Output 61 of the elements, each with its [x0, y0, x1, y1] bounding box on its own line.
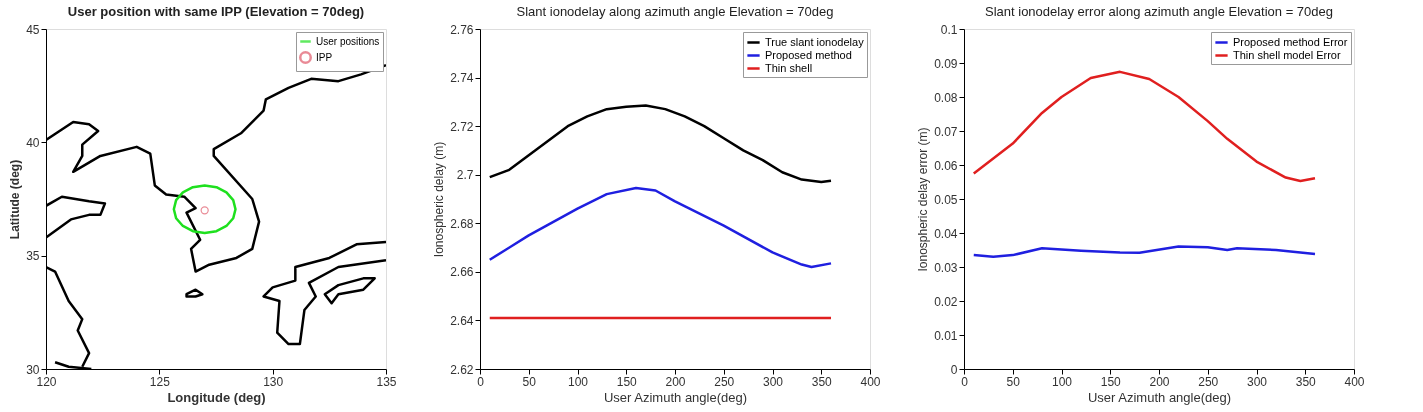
legend-label: True slant ionodelay: [765, 35, 865, 48]
y-tick-label: 0.06: [934, 158, 958, 173]
x-tick-label: 400: [860, 374, 881, 389]
x-tick-label: 120: [36, 374, 57, 389]
x-tick-label: 150: [1100, 374, 1122, 389]
x-tick-label: 250: [714, 374, 735, 389]
y-tick-label: 2.76: [450, 22, 474, 37]
chart-title: User position with same IPP (Elevation = 70deg): [67, 4, 365, 19]
y-tick-label: 2.7: [456, 168, 474, 183]
x-axis-title: User Azimuth angle(deg): [1087, 389, 1232, 405]
y-tick-label: 0.1: [940, 22, 958, 37]
x-tick-label: 350: [811, 374, 833, 389]
x-tick-label: 100: [1051, 374, 1073, 389]
y-tick-label: 0.02: [934, 294, 958, 309]
x-tick-label: 250: [1198, 374, 1219, 389]
chart-title: Slant ionodelay error along azimuth angle Elevation = 70deg: [985, 4, 1333, 19]
x-tick-label: 300: [762, 374, 784, 389]
x-axis-title: User Azimuth angle(deg): [603, 389, 748, 405]
legend-label: IPP: [316, 51, 333, 63]
y-axis-title: Ionospheric delay (m): [432, 141, 447, 258]
y-tick-label: 0.04: [934, 226, 958, 241]
y-axis-title: Latitude (deg): [8, 159, 23, 240]
y-tick-label: 0.08: [934, 90, 958, 105]
y-axis-title: Ionospheric delay error (m): [916, 127, 931, 272]
x-axis-title: Longitude (deg): [167, 389, 266, 405]
x-tick-label: 200: [1149, 374, 1170, 389]
x-tick-label: 400: [1344, 374, 1365, 389]
y-tick-label: 2.68: [450, 216, 474, 231]
x-tick-label: 50: [522, 374, 537, 389]
y-tick-label: 0.07: [934, 124, 958, 139]
x-tick-label: 125: [149, 374, 171, 389]
x-tick-label: 200: [665, 374, 686, 389]
y-tick-label: 2.66: [450, 265, 474, 280]
x-tick-label: 135: [376, 374, 397, 389]
y-tick-label: 2.64: [450, 313, 474, 328]
x-tick-label: 130: [263, 374, 284, 389]
legend-label: Thin shell: [765, 61, 813, 74]
y-tick-label: 0.05: [934, 192, 958, 207]
legend-label: Thin shell model Error: [1233, 48, 1341, 61]
y-tick-label: 35: [26, 249, 40, 264]
y-tick-label: 2.62: [450, 362, 474, 377]
legend-label: User positions: [316, 35, 380, 47]
y-tick-label: 45: [26, 22, 40, 37]
y-tick-label: 30: [26, 362, 40, 377]
x-tick-label: 0: [961, 374, 969, 389]
y-tick-label: 0.09: [934, 56, 958, 71]
x-tick-label: 100: [567, 374, 589, 389]
x-tick-label: 350: [1295, 374, 1317, 389]
y-tick-label: 0: [950, 362, 958, 377]
x-tick-label: 300: [1246, 374, 1268, 389]
y-tick-label: 0.03: [934, 260, 958, 275]
y-tick-label: 2.74: [450, 71, 474, 86]
x-tick-label: 50: [1006, 374, 1021, 389]
x-tick-label: 0: [477, 374, 485, 389]
y-tick-label: 2.72: [450, 119, 474, 134]
chart-title: Slant ionodelay along azimuth angle Elevation = 70deg: [516, 4, 834, 19]
x-tick-label: 150: [616, 374, 638, 389]
legend-label: Proposed method: [765, 48, 852, 61]
legend-label: Proposed method Error: [1233, 35, 1348, 48]
y-tick-label: 40: [26, 135, 40, 150]
y-tick-label: 0.01: [934, 328, 958, 343]
